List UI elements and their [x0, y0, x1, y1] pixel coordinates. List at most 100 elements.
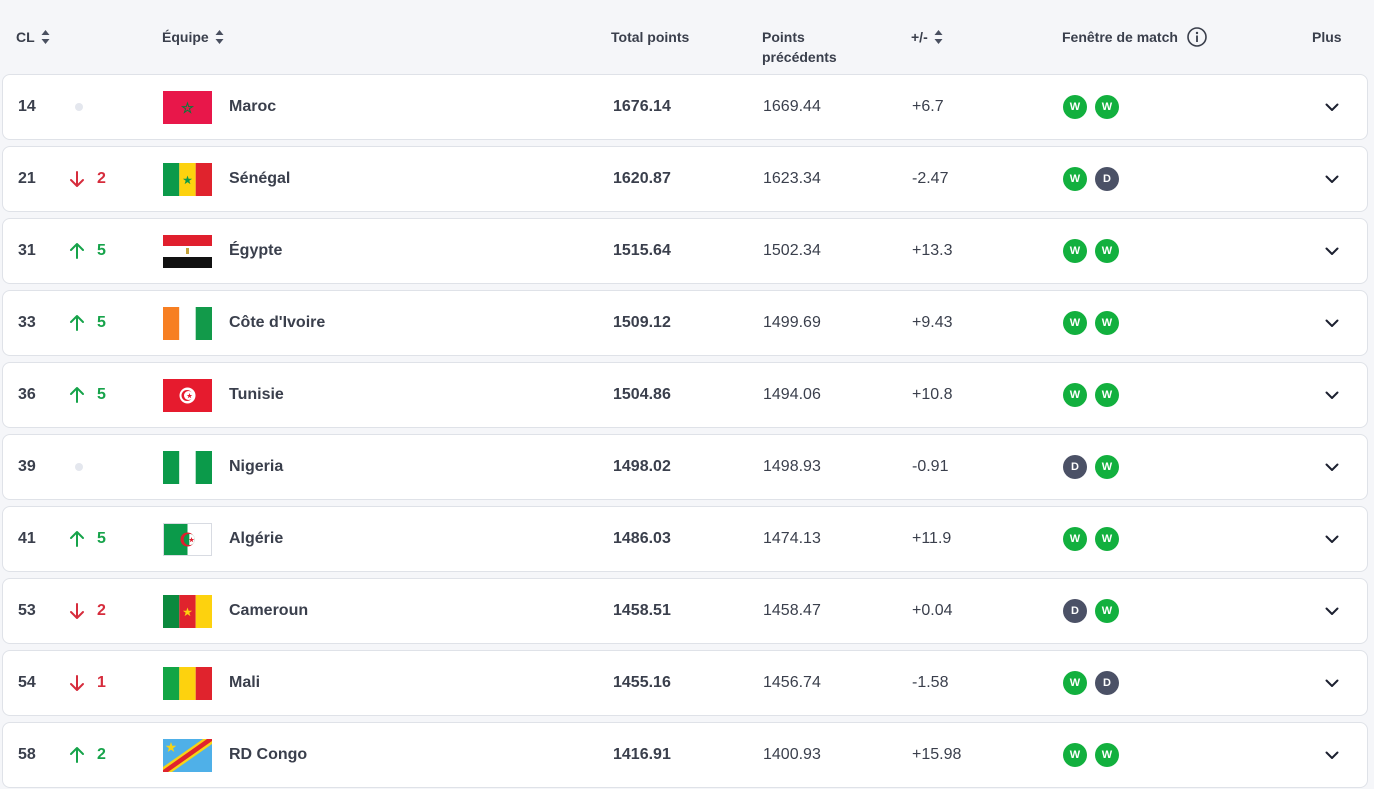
match-result-badge[interactable]: W — [1095, 239, 1119, 263]
points-diff: +6.7 — [912, 98, 944, 115]
header-prev-label-1: Points — [762, 29, 805, 45]
table-row[interactable]: 14 Maroc 1676.14 1669.44 +6.7 W W — [2, 74, 1368, 140]
rank: 58 — [18, 746, 36, 763]
rank-change-value: 1 — [97, 674, 106, 691]
match-result-badge[interactable]: W — [1095, 455, 1119, 479]
total-points: 1458.51 — [613, 602, 671, 619]
header-total-label: Total points — [611, 29, 690, 45]
dr-congo-flag — [163, 723, 212, 787]
arrow-down-icon — [70, 675, 84, 691]
match-result-badge[interactable]: D — [1063, 455, 1087, 479]
match-result-badge[interactable]: W — [1095, 743, 1119, 767]
table-row[interactable]: 33 5 Côte d'Ivoire 1509.12 1499.69 +9.43 W W — [2, 290, 1368, 356]
match-result-badge[interactable]: W — [1063, 671, 1087, 695]
table-row[interactable]: 36 5 Tunisie 1504.86 1494.06 +10.8 W W — [2, 362, 1368, 428]
match-result-badge[interactable]: W — [1095, 95, 1119, 119]
table-row[interactable]: 39 Nigeria 1498.02 1498.93 -0.91 D W — [2, 434, 1368, 500]
rank: 33 — [18, 314, 36, 331]
rank: 39 — [18, 458, 36, 475]
algeria-flag — [163, 507, 212, 571]
senegal-flag — [163, 147, 212, 211]
match-result-badge[interactable]: W — [1063, 239, 1087, 263]
team-name[interactable]: Algérie — [229, 530, 284, 547]
expand-row-button[interactable] — [1323, 651, 1341, 715]
header-diff[interactable]: +/- — [911, 27, 943, 47]
team-name[interactable]: Côte d'Ivoire — [229, 314, 326, 331]
rank-unchanged-dot — [75, 75, 83, 139]
expand-row-button[interactable] — [1323, 723, 1341, 787]
points-diff: -2.47 — [912, 170, 949, 187]
header-rank[interactable]: CL — [16, 27, 50, 47]
team-name[interactable]: Maroc — [229, 98, 277, 115]
points-diff: +10.8 — [912, 386, 953, 403]
match-result-badge[interactable]: W — [1063, 383, 1087, 407]
rank: 36 — [18, 386, 36, 403]
points-diff: +13.3 — [912, 242, 953, 259]
total-points: 1504.86 — [613, 386, 671, 403]
table-row[interactable]: 41 5 Algérie 1486.03 1474.13 +11.9 W W — [2, 506, 1368, 572]
table-row[interactable]: 31 5 Égypte 1515.64 1502.34 +13.3 W W — [2, 218, 1368, 284]
cameroon-flag — [163, 579, 212, 643]
chevron-down-icon — [1325, 751, 1339, 759]
rank-change: 5 — [69, 507, 106, 571]
header-more-label: Plus — [1312, 29, 1342, 45]
rank: 54 — [18, 674, 36, 691]
match-result-badge[interactable]: W — [1063, 95, 1087, 119]
sort-icon — [41, 30, 50, 44]
expand-row-button[interactable] — [1323, 219, 1341, 283]
table-row[interactable]: 58 2 RD Congo 1416.91 1400.93 +15.98 W W — [2, 722, 1368, 788]
header-diff-label: +/- — [911, 29, 928, 45]
expand-row-button[interactable] — [1323, 579, 1341, 643]
chevron-down-icon — [1325, 535, 1339, 543]
match-result-badge[interactable]: D — [1095, 671, 1119, 695]
info-icon[interactable] — [1186, 26, 1208, 48]
team-name[interactable]: Cameroun — [229, 602, 309, 619]
match-result-badge[interactable]: D — [1095, 167, 1119, 191]
match-result-badge[interactable]: W — [1095, 383, 1119, 407]
match-result-badge[interactable]: W — [1095, 527, 1119, 551]
rank-change-value: 5 — [97, 386, 106, 403]
header-team[interactable]: Équipe — [162, 27, 224, 47]
match-result-badge[interactable]: W — [1063, 527, 1087, 551]
team-name[interactable]: Égypte — [229, 242, 283, 259]
table-row[interactable]: 54 1 Mali 1455.16 1456.74 -1.58 W D — [2, 650, 1368, 716]
team-name[interactable]: Nigeria — [229, 458, 284, 475]
team-name[interactable]: Sénégal — [229, 170, 291, 187]
expand-row-button[interactable] — [1323, 147, 1341, 211]
expand-row-button[interactable] — [1323, 291, 1341, 355]
table-row[interactable]: 53 2 Cameroun 1458.51 1458.47 +0.04 D W — [2, 578, 1368, 644]
expand-row-button[interactable] — [1323, 363, 1341, 427]
expand-row-button[interactable] — [1323, 507, 1341, 571]
points-diff: -1.58 — [912, 674, 949, 691]
match-result-badge[interactable]: D — [1063, 599, 1087, 623]
match-result-badge[interactable]: W — [1063, 311, 1087, 335]
match-result-badge[interactable]: W — [1063, 743, 1087, 767]
match-result-badge[interactable]: W — [1095, 599, 1119, 623]
expand-row-button[interactable] — [1323, 435, 1341, 499]
arrow-up-icon — [70, 531, 84, 547]
rank-change: 5 — [69, 219, 106, 283]
arrow-up-icon — [70, 387, 84, 403]
team-name[interactable]: Mali — [229, 674, 261, 691]
match-result-badge[interactable]: W — [1063, 167, 1087, 191]
points-diff: -0.91 — [912, 458, 949, 475]
chevron-down-icon — [1325, 175, 1339, 183]
header-window-label: Fenêtre de match — [1062, 29, 1178, 45]
chevron-down-icon — [1325, 391, 1339, 399]
previous-points: 1458.47 — [763, 602, 821, 619]
match-result-badge[interactable]: W — [1095, 311, 1119, 335]
table-row[interactable]: 21 2 Sénégal 1620.87 1623.34 -2.47 W D — [2, 146, 1368, 212]
rank-change-value: 5 — [97, 242, 106, 259]
team-name[interactable]: RD Congo — [229, 746, 308, 763]
team-name[interactable]: Tunisie — [229, 386, 284, 403]
previous-points: 1623.34 — [763, 170, 821, 187]
chevron-down-icon — [1325, 607, 1339, 615]
total-points: 1486.03 — [613, 530, 671, 547]
expand-row-button[interactable] — [1323, 75, 1341, 139]
arrow-up-icon — [70, 315, 84, 331]
